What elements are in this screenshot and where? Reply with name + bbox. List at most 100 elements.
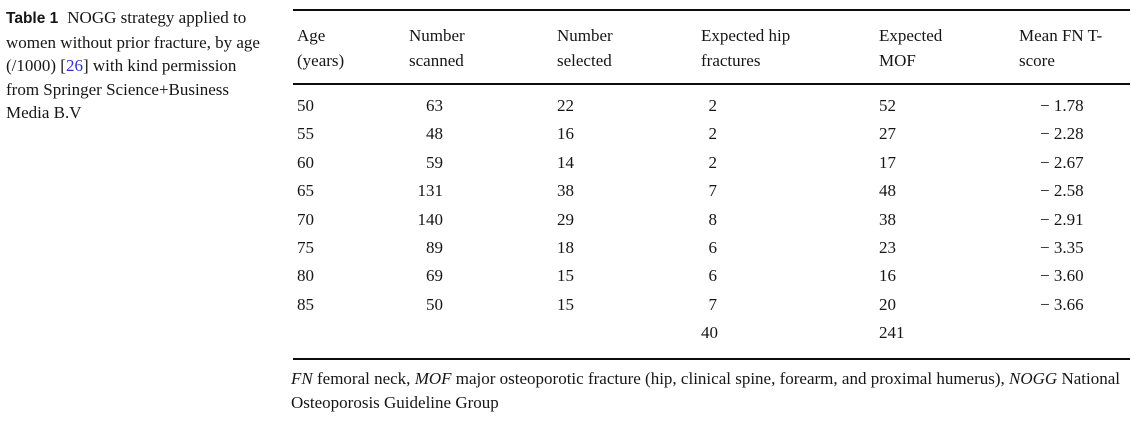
cell-hip-fractures: 7 [697,177,875,205]
abbrev-mof-definition: major osteoporotic fracture (hip, clinic… [451,369,1010,388]
cell-mof: 52 [875,84,1015,120]
cell-mof: 27 [875,120,1015,148]
hip-value: 2 [708,96,718,115]
table-row: 55 48 16 2 27 − 2.28 [293,120,1130,148]
cell-age: 50 [293,84,405,120]
cell-mof: 23 [875,234,1015,262]
nogg-strategy-table: Age (years) Number scanned Number selected … [293,9,1130,360]
scanned-value: 63 [426,96,443,115]
age-value: 65 [297,181,314,201]
cell-age: 65 [293,177,405,205]
cell-tscore: − 3.35 [1015,234,1130,262]
mof-value: 52 [879,96,896,115]
selected-value: 14 [557,152,574,172]
selected-value: 29 [557,209,574,229]
cell-selected: 15 [553,262,697,290]
table-body: 50 63 22 2 52 − 1.78 55 48 16 2 27 − 2.2… [293,84,1130,359]
tscore-value: − 3.35 [1040,238,1084,258]
table-caption: Table 1 NOGG strategy applied to women wi… [6,6,268,125]
col-header-age: Age (years) [293,10,405,85]
cell-tscore: − 3.66 [1015,291,1130,319]
hip-value: 6 [708,238,718,258]
citation-link-26[interactable]: 26 [65,56,83,75]
mof-value: 38 [879,209,896,229]
age-value: 85 [297,294,314,314]
tscore-value: − 2.58 [1040,181,1084,201]
col-header-line: scanned [409,51,464,70]
scanned-value: 131 [417,181,444,201]
cell-scanned: 63 [405,84,553,120]
abbrev-mof: MOF [414,369,452,388]
age-value: 50 [297,96,314,115]
table-row: 85 50 15 7 20 − 3.66 [293,291,1130,319]
cell-hip-fractures: 2 [697,84,875,120]
scanned-value: 140 [417,209,444,229]
cell-tscore: − 2.67 [1015,149,1130,177]
cell-scanned: 131 [405,177,553,205]
mof-value: 48 [879,181,896,201]
table-row: 75 89 18 6 23 − 3.35 [293,234,1130,262]
mof-value: 20 [879,294,896,314]
cell-mof: 38 [875,206,1015,234]
table-caption-label: Table 1 [6,10,59,27]
mof-value: 27 [879,124,896,144]
abbrev-nogg-definition: National Osteoporosis Guideline Group [291,369,1120,412]
cell-hip-fractures: 8 [697,206,875,234]
col-header-expected-mof: Expected MOF [875,10,1015,85]
selected-value: 15 [557,266,574,286]
age-value: 55 [297,124,314,144]
cell-mof: 20 [875,291,1015,319]
cell-scanned: 48 [405,120,553,148]
col-header-line: Expected [879,26,943,45]
caption-text-end: ] with kind permission from Springer Sci… [6,56,237,122]
mof-value: 17 [879,152,896,172]
scanned-value: 69 [426,266,443,286]
cell-hip-fractures: 7 [697,291,875,319]
hip-value: 2 [708,152,718,172]
cell-age-empty [293,319,405,358]
cell-selected: 38 [553,177,697,205]
cell-hip-fractures: 6 [697,234,875,262]
cell-tscore-empty [1015,319,1130,358]
caption-text-start: NOGG strategy applied to women without p… [6,8,260,75]
col-header-line: MOF [879,51,916,70]
table-row: 65 131 38 7 48 − 2.58 [293,177,1130,205]
col-header-line: selected [557,51,612,70]
selected-value: 22 [557,96,574,115]
selected-value: 16 [557,124,574,144]
age-value: 75 [297,238,314,258]
table-footnote: FN femoral neck, MOF major osteoporotic … [291,367,1136,415]
selected-value: 18 [557,238,574,258]
age-value: 70 [297,209,314,229]
col-header-line: fractures [701,51,761,70]
cell-mof: 16 [875,262,1015,290]
hip-value: 6 [708,266,718,286]
cell-tscore: − 3.60 [1015,262,1130,290]
table-row: 80 69 15 6 16 − 3.60 [293,262,1130,290]
cell-age: 70 [293,206,405,234]
cell-selected: 14 [553,149,697,177]
cell-hip-fractures: 6 [697,262,875,290]
col-header-line: Expected hip [701,26,791,45]
abbrev-fn: FN [291,369,313,388]
scanned-value: 48 [426,124,443,144]
col-header-line: score [1019,51,1055,70]
abbrev-fn-definition: femoral neck, [312,369,415,388]
cell-selected: 18 [553,234,697,262]
tscore-value: − 2.91 [1040,209,1084,229]
cell-selected: 29 [553,206,697,234]
cell-scanned: 140 [405,206,553,234]
cell-scanned: 50 [405,291,553,319]
cell-selected: 22 [553,84,697,120]
age-value: 80 [297,266,314,286]
tscore-value: − 2.67 [1040,152,1084,172]
scanned-value: 89 [426,238,443,258]
col-header-line: Mean FN T- [1019,26,1103,45]
abbrev-nogg: NOGG [1009,369,1058,388]
mof-value: 23 [879,238,896,258]
col-header-line: Number [557,26,613,45]
tscore-value: − 1.78 [1040,96,1084,115]
col-header-expected-hip-fractures: Expected hip fractures [697,10,875,85]
table-row: 70 140 29 8 38 − 2.91 [293,206,1130,234]
